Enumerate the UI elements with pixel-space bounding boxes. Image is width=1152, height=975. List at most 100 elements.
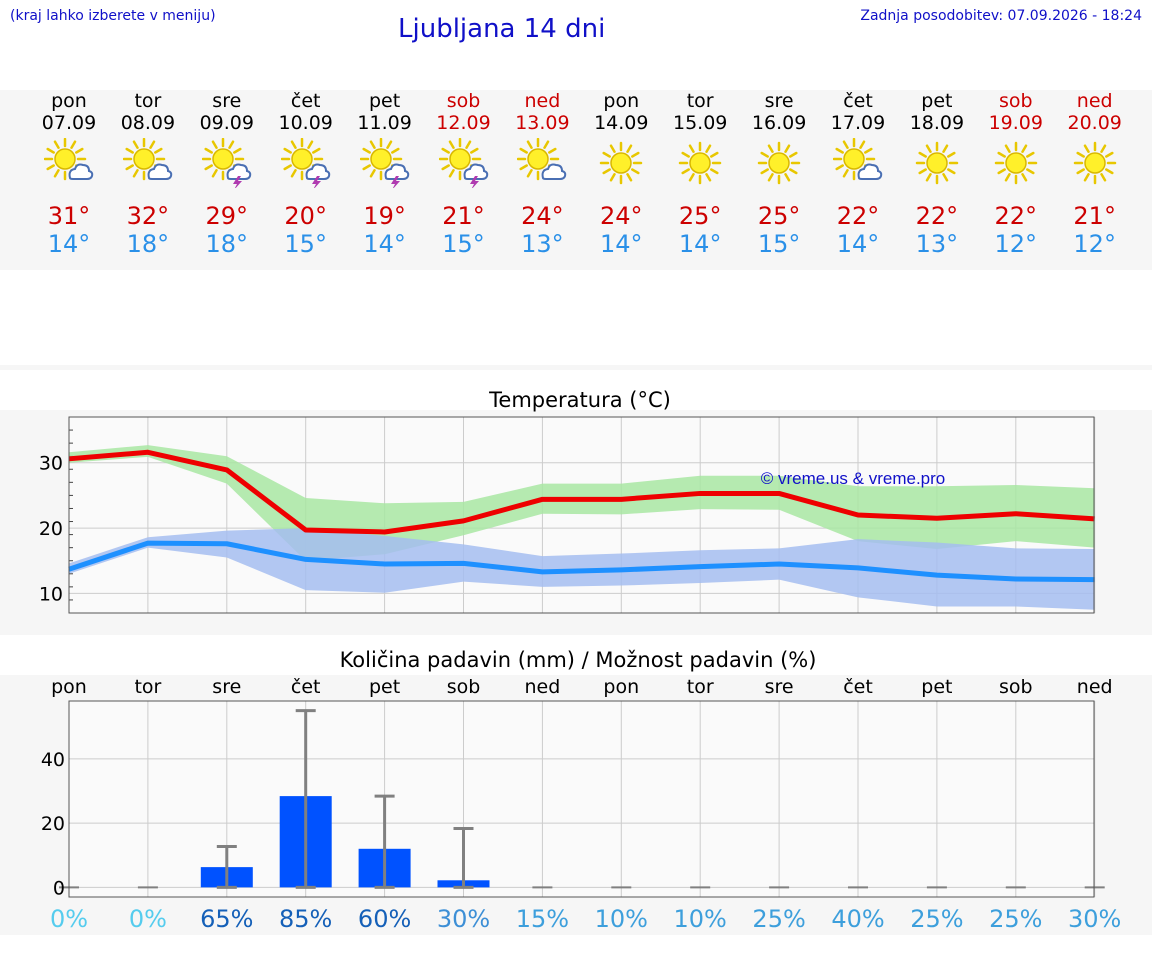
sun-icon — [576, 138, 666, 188]
day-column: sob 19.09 22° 12° — [971, 90, 1061, 258]
min-temp: 15° — [284, 230, 327, 258]
precip-probability-label: 25% — [989, 905, 1042, 933]
min-temp: 14° — [600, 230, 643, 258]
min-temp: 15° — [442, 230, 485, 258]
y-tick-label: 40 — [41, 749, 65, 771]
category-label: čet — [291, 676, 321, 698]
precip-probability-label: 10% — [674, 905, 727, 933]
section-divider — [0, 365, 1152, 370]
last-updated: Zadnja posodobitev: 07.09.2026 - 18:24 — [860, 8, 1142, 24]
location-note: (kraj lahko izberete v meniju) — [10, 8, 216, 24]
sun-icon — [971, 138, 1061, 188]
day-column: tor 08.09 32° 18° — [103, 90, 193, 258]
min-temp: 12° — [994, 230, 1038, 258]
y-tick-label: 20 — [41, 813, 65, 835]
category-label: čet — [843, 676, 873, 698]
day-name: tor — [686, 90, 714, 112]
day-date: 09.09 — [199, 112, 254, 134]
max-temp: 22° — [994, 202, 1038, 230]
day-column: čet 17.09 22° 14° — [813, 90, 903, 258]
precipitation-chart-title: Količina padavin (mm) / Možnost padavin … — [339, 648, 817, 672]
day-name: čet — [843, 90, 873, 112]
max-temp: 22° — [836, 202, 880, 230]
day-name: sre — [764, 90, 794, 112]
sun-storm-icon — [182, 138, 272, 188]
day-date: 20.09 — [1067, 112, 1122, 134]
max-temp: 32° — [126, 202, 170, 230]
precip-probability-label: 15% — [516, 905, 569, 933]
day-name: pon — [51, 90, 87, 112]
min-temp: 13° — [521, 230, 564, 258]
max-temp: 29° — [205, 202, 249, 230]
precip-probability-label: 0% — [50, 905, 88, 933]
category-label: pon — [51, 676, 87, 698]
category-label: sre — [765, 676, 794, 698]
category-label: tor — [134, 676, 161, 698]
day-column: ned 13.09 24° 13° — [497, 90, 587, 258]
day-date: 16.09 — [751, 112, 807, 134]
day-column: čet 10.09 20° 15° — [261, 90, 351, 258]
y-tick-label: 30 — [39, 453, 63, 475]
y-tick-label: 10 — [39, 583, 63, 605]
y-tick-label: 20 — [39, 518, 63, 540]
precip-probability-label: 10% — [595, 905, 648, 933]
min-temp: 14° — [363, 230, 406, 258]
day-date: 13.09 — [515, 112, 570, 134]
min-temp: 12° — [1073, 230, 1116, 258]
day-date: 11.09 — [357, 112, 412, 134]
day-column: tor 15.09 25° 14° — [655, 90, 745, 258]
min-temp: 18° — [205, 230, 249, 258]
day-date: 19.09 — [988, 112, 1043, 134]
day-name: ned — [524, 90, 561, 112]
watermark: © vreme.us & vreme.pro — [761, 469, 945, 488]
day-name: tor — [134, 90, 162, 112]
sun-cloud-icon — [813, 138, 903, 188]
precip-probability-label: 30% — [1068, 905, 1121, 933]
day-date: 14.09 — [594, 112, 649, 134]
page-title: Ljubljana 14 dni — [398, 14, 606, 44]
category-label: sob — [447, 676, 481, 698]
category-label: sob — [999, 676, 1033, 698]
day-column: pet 11.09 19° 14° — [340, 90, 430, 258]
precip-probability-label: 85% — [279, 905, 332, 933]
category-label: pet — [369, 676, 400, 698]
temperature-chart-title: Temperatura (°C) — [489, 388, 671, 412]
category-label: ned — [525, 676, 561, 698]
plot-frame — [68, 700, 1095, 898]
precip-probability-label: 40% — [831, 905, 884, 933]
max-temp: 25° — [757, 202, 801, 230]
precip-probability-label: 25% — [910, 905, 963, 933]
forecast-days-band — [0, 90, 1152, 270]
category-label: sre — [212, 676, 241, 698]
min-temp-line — [68, 540, 1095, 583]
sun-icon — [892, 138, 982, 188]
category-label: pet — [921, 676, 952, 698]
day-column: ned 20.09 21° 12° — [1050, 90, 1140, 258]
max-temp: 24° — [521, 202, 564, 230]
category-label: pon — [603, 676, 639, 698]
min-temp: 13° — [915, 230, 959, 258]
precip-probability-label: 30% — [437, 905, 490, 933]
sun-cloud-icon — [103, 138, 193, 188]
max-temp: 21° — [1073, 202, 1116, 230]
day-date: 07.09 — [41, 112, 97, 134]
min-temp: 18° — [126, 230, 170, 258]
day-date: 10.09 — [278, 112, 333, 134]
sun-icon — [734, 138, 824, 188]
day-name: pon — [603, 90, 640, 112]
min-temp: 14° — [47, 230, 91, 258]
sun-storm-icon — [340, 138, 430, 188]
min-temp: 14° — [678, 230, 722, 258]
precip-probability-label: 60% — [358, 905, 411, 933]
max-temp: 19° — [363, 202, 406, 230]
min-temp: 15° — [757, 230, 801, 258]
max-temp: 22° — [915, 202, 959, 230]
day-column: pon 14.09 24° 14° — [576, 90, 666, 258]
precip-probability-label: 65% — [200, 905, 253, 933]
max-temp: 25° — [678, 202, 722, 230]
min-temp: 14° — [836, 230, 880, 258]
precip-probability-label: 25% — [752, 905, 805, 933]
day-date: 12.09 — [436, 112, 491, 134]
category-label: tor — [687, 676, 714, 698]
